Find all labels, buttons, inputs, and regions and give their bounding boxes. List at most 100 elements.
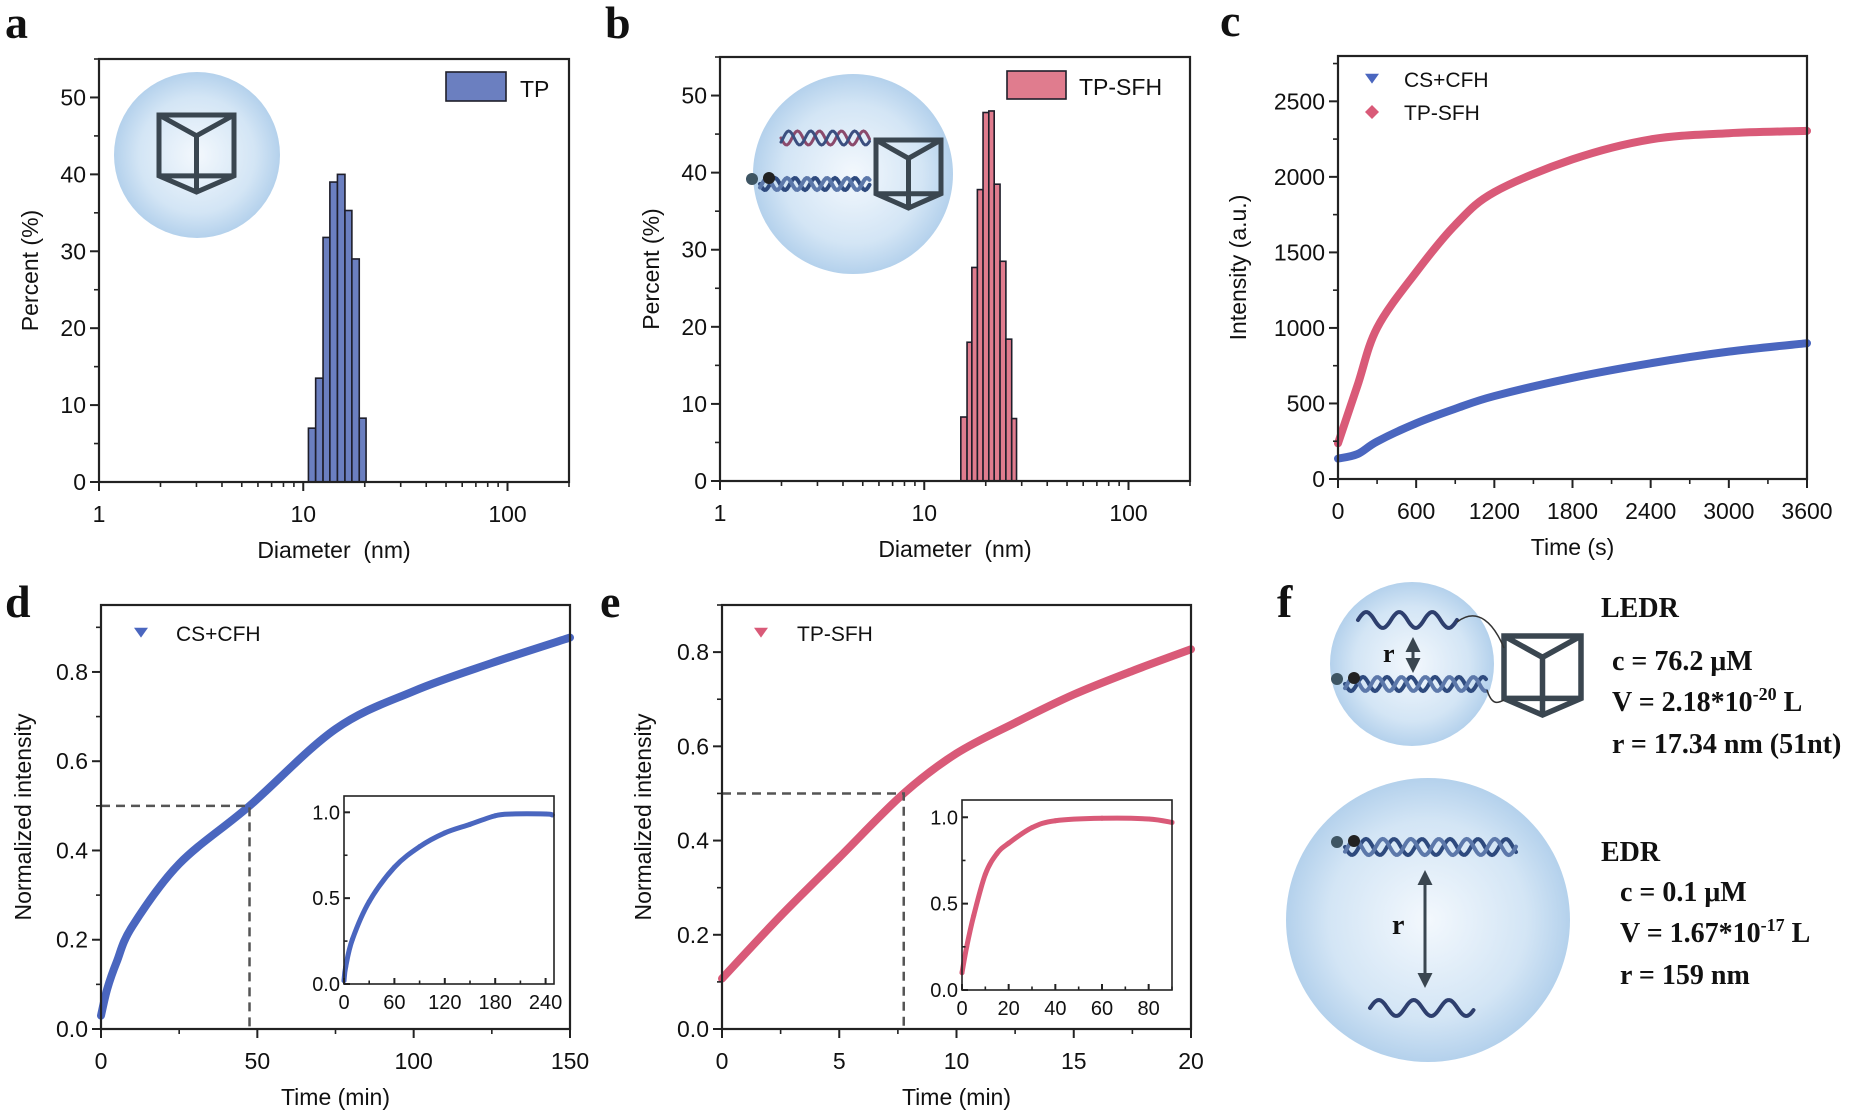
y-tick-label: 500 (1287, 390, 1325, 416)
x-tick-label: 0 (95, 1048, 108, 1074)
dna-strand (779, 129, 871, 147)
legend-label: TP-SFH (797, 623, 873, 646)
data-point (1128, 667, 1136, 675)
x-axis-title: Diameter (nm) (878, 536, 1031, 562)
histogram-bar (344, 209, 353, 483)
x-tick-label: 10 (944, 1048, 970, 1074)
y-tick-label: 0.5 (312, 888, 340, 910)
edr-volume-unit: L (1785, 918, 1811, 949)
y-tick-label: 0.0 (677, 1016, 709, 1042)
panel-label: d (5, 576, 31, 627)
x-tick-label: 5 (833, 1048, 846, 1074)
prism-outline (1501, 633, 1584, 718)
data-point (971, 913, 977, 919)
half-max-reference-line (101, 804, 251, 1029)
legend-label: CS+CFH (176, 623, 261, 646)
histogram-bar (1010, 417, 1018, 482)
dna-helix-icon (1331, 610, 1518, 1019)
histogram-bar (999, 260, 1007, 482)
data-point (1029, 825, 1035, 831)
data-point (1451, 405, 1459, 413)
x-tick-label: 150 (551, 1048, 589, 1074)
data-point (1373, 324, 1381, 332)
data-point (366, 899, 372, 905)
legend: TP-SFH (754, 623, 873, 646)
edr-volume: V = 1.67*10-17 L (1620, 915, 1810, 949)
data-point (994, 851, 1000, 857)
x-tick-label: 0 (716, 1048, 729, 1074)
x-tick-label: 240 (529, 992, 562, 1014)
legend-swatch (1006, 70, 1067, 100)
y-tick-label: 2000 (1274, 164, 1325, 190)
y-tick-label: 1.0 (930, 807, 958, 829)
x-tick-label: 600 (1397, 498, 1435, 524)
y-tick-label: 0.6 (677, 733, 709, 759)
x-tick-label: 1 (93, 501, 106, 527)
x-tick-label: 50 (245, 1048, 271, 1074)
histogram-bar (358, 417, 367, 483)
y-tick-label: 20 (60, 315, 86, 341)
data-point (1647, 359, 1655, 367)
x-tick-label: 1800 (1547, 498, 1598, 524)
edr-volume-exponent: -17 (1761, 915, 1785, 935)
dna-strand (1343, 674, 1488, 694)
y-tick-label: 0.6 (56, 748, 88, 774)
diamond-marker-icon (1365, 105, 1379, 119)
dna-strand (1368, 997, 1476, 1019)
data-point (349, 936, 355, 942)
data-point (128, 922, 136, 930)
histogram-bar (960, 416, 968, 482)
y-tick-label: 0.2 (56, 927, 88, 953)
y-tick-label: 0.4 (677, 828, 709, 854)
data-point (1725, 348, 1733, 356)
data-point (964, 944, 970, 950)
x-tick-label: 0 (956, 998, 967, 1020)
distance-label: r (1392, 910, 1404, 941)
x-tick-label: 0 (1332, 498, 1345, 524)
data-point (1099, 815, 1105, 821)
dna-prism-icon (156, 112, 237, 195)
data-point (467, 821, 473, 827)
y-tick-label: 40 (60, 161, 86, 187)
data-point (410, 687, 418, 695)
chart-panel-b: 1 10 100 0 10 20 30 40 50 Diameter (nm) Percent (%… (605, 0, 1192, 562)
linker-line (1456, 615, 1505, 649)
y-tick-label: 0.8 (677, 639, 709, 665)
x-tick-label: 100 (488, 501, 526, 527)
sphere (753, 74, 953, 274)
data-point (1146, 816, 1152, 822)
chart-panel-a: 1 10 100 0 10 20 30 40 50 Diameter (nm) Percent (%… (5, 0, 571, 563)
panel-label: f (1277, 576, 1293, 627)
panel-f: f r r LEDR c = 76.2 μM V = 2.18*10-20 L … (1277, 576, 1841, 1062)
panel-label: b (605, 0, 631, 48)
data-series-curve (718, 645, 1195, 983)
y-tick-label: 0.0 (312, 974, 340, 996)
x-axis-title: Time (min) (281, 1084, 390, 1110)
x-tick-label: 2400 (1625, 498, 1676, 524)
data-point (1412, 419, 1420, 427)
edr-sphere (1286, 778, 1570, 1062)
y-tick-label: 40 (681, 160, 707, 186)
y-axis-title: Normalized intensity (10, 713, 36, 921)
data-point (953, 749, 960, 757)
data-series-curve (97, 633, 574, 1020)
data-point (1070, 691, 1078, 699)
data-point (1052, 818, 1058, 824)
legend-label: CS+CFH (1404, 69, 1489, 92)
triangle-down-marker-icon (1365, 73, 1379, 84)
dna-helix-icon (746, 129, 872, 193)
y-tick-label: 1000 (1274, 315, 1325, 341)
y-tick-label: 0.5 (930, 894, 958, 916)
x-tick-label: 60 (383, 992, 405, 1014)
y-tick-label: 10 (60, 392, 86, 418)
fluorophore-dot (1331, 673, 1343, 685)
legend-label: TP-SFH (1404, 102, 1480, 125)
plot-frame (718, 55, 1192, 483)
y-axis-title: Percent (%) (17, 210, 43, 331)
edr-concentration: c = 0.1 μM (1620, 877, 1747, 908)
legend: TP-SFH (1006, 70, 1162, 100)
histogram-bar (971, 266, 979, 482)
data-point (1725, 129, 1733, 137)
edr-radius: r = 159 nm (1620, 960, 1750, 991)
